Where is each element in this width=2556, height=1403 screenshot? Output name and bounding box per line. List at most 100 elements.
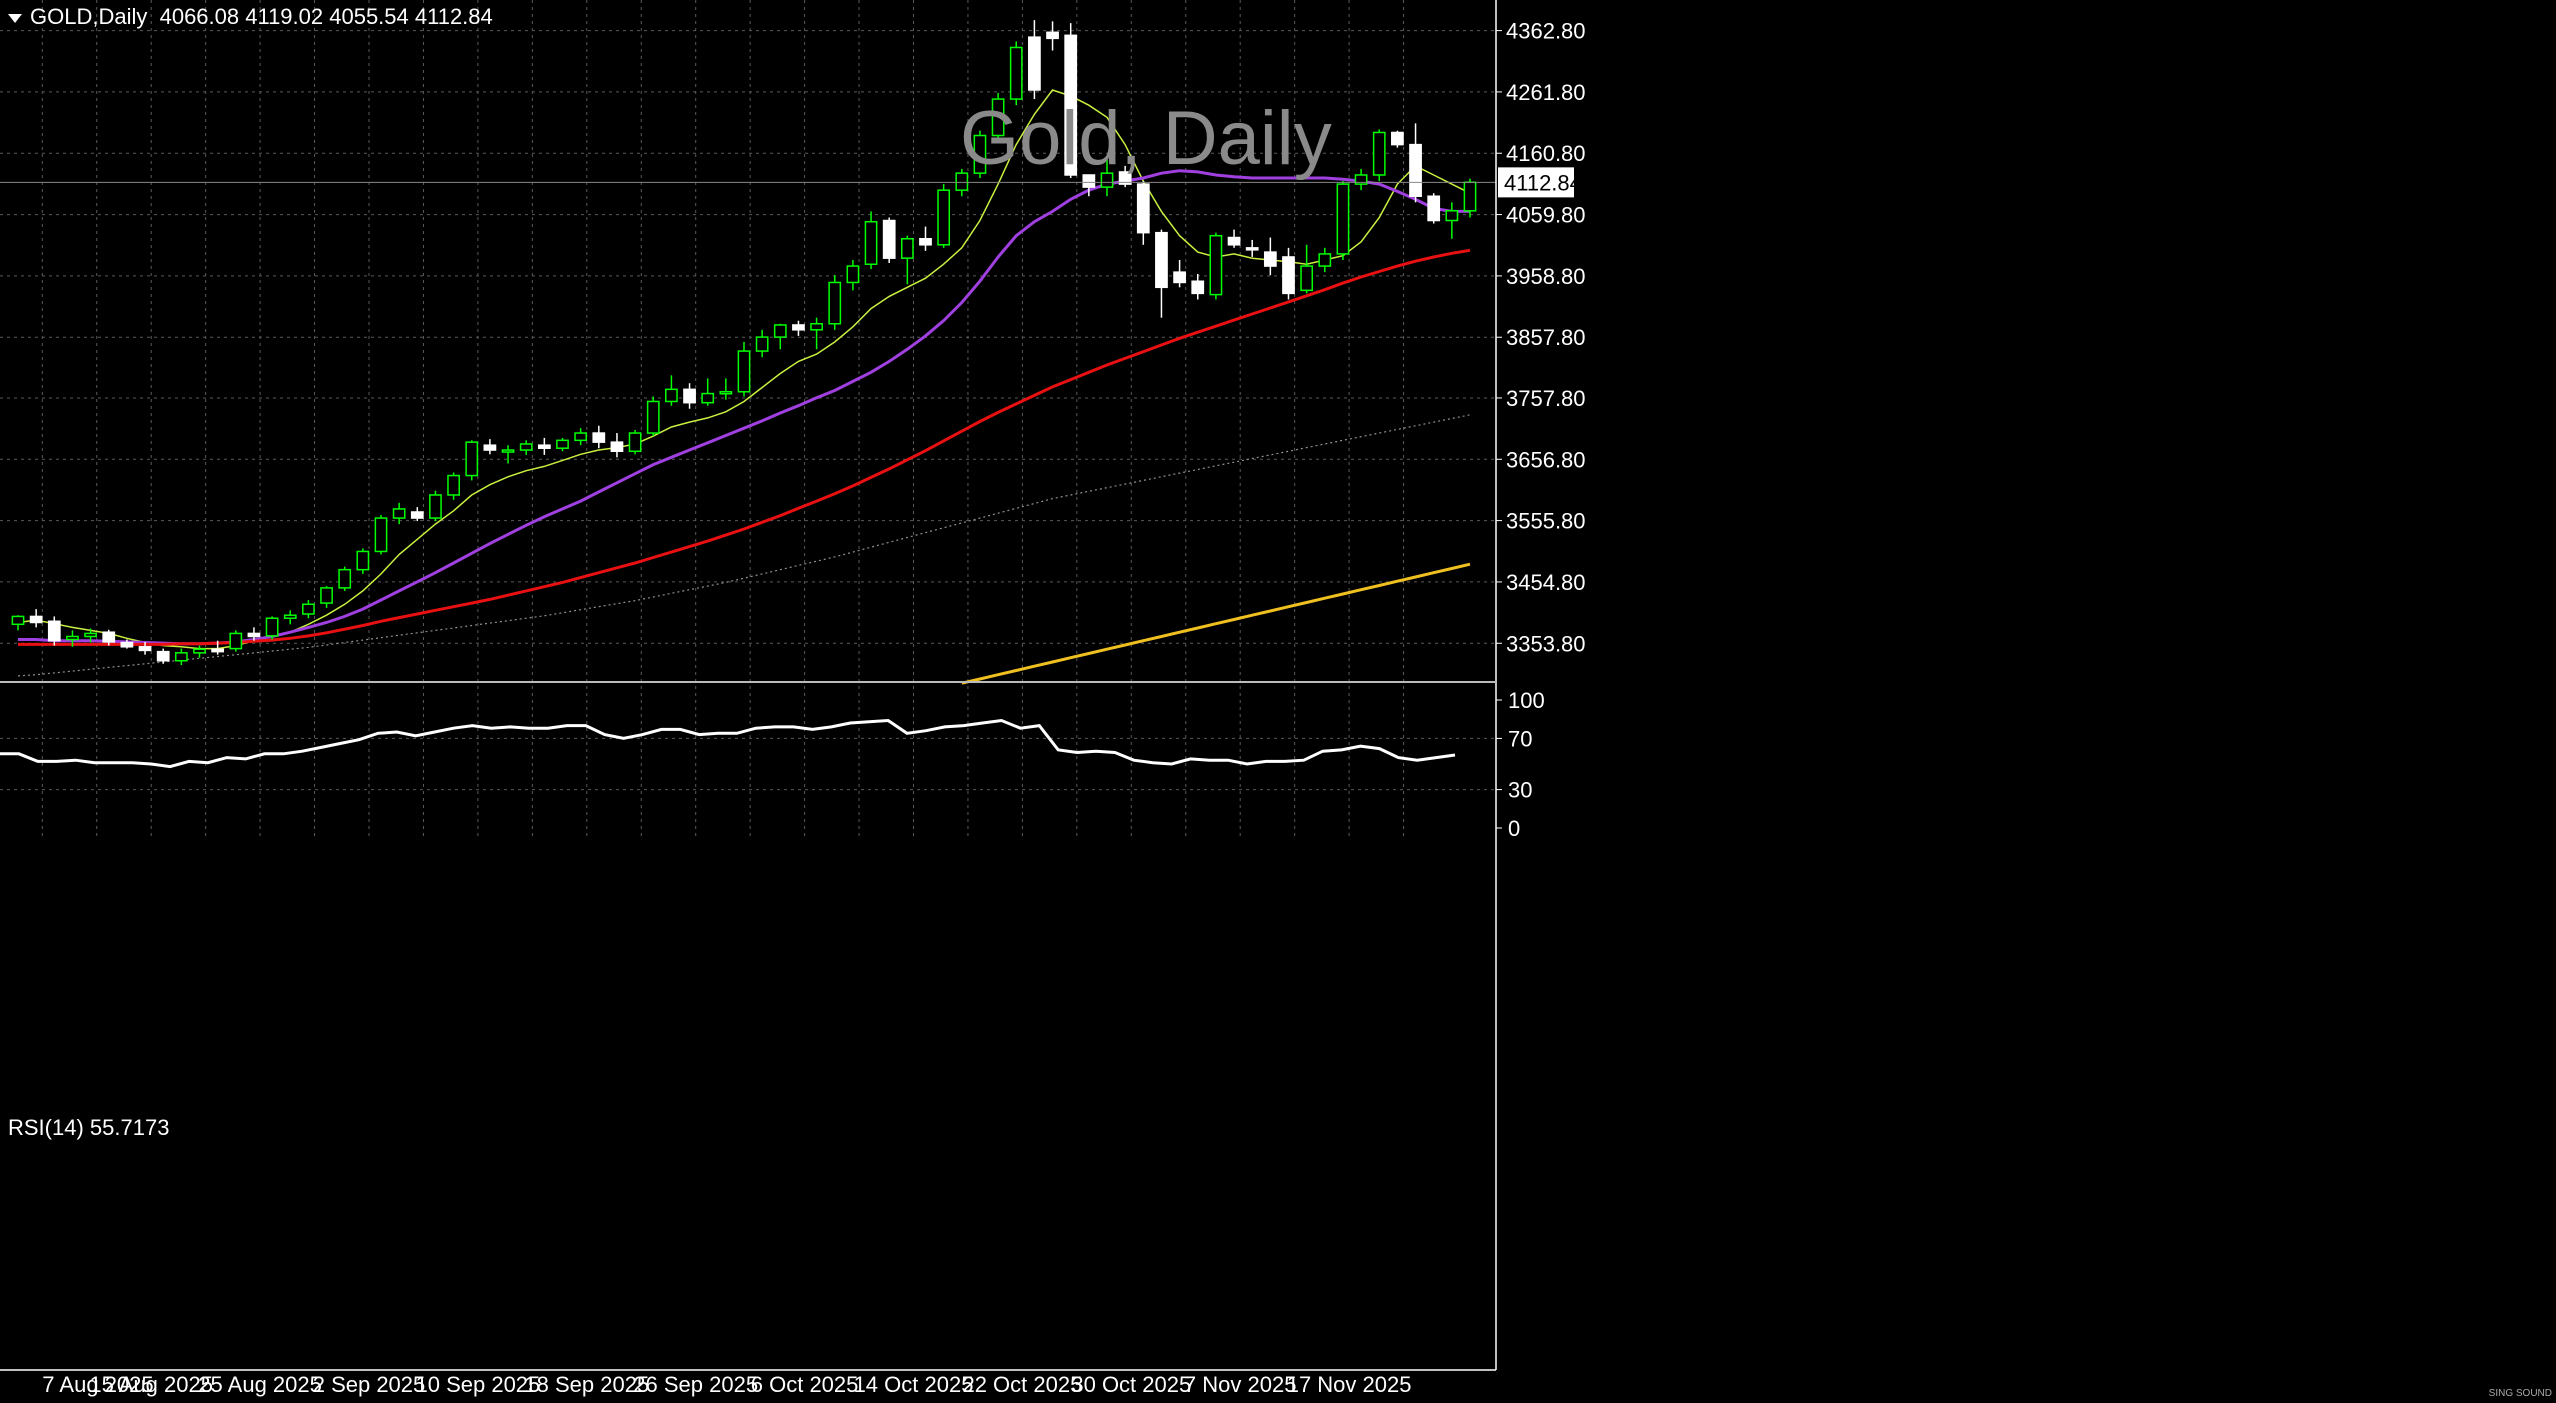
price-tick-label: 3757.80 bbox=[1506, 386, 1586, 411]
candle-body bbox=[29, 615, 43, 624]
candle-body bbox=[864, 220, 878, 265]
ma-line bbox=[18, 248, 1471, 646]
candle-body bbox=[991, 98, 1005, 137]
candle-body bbox=[574, 432, 588, 442]
candle-body bbox=[1118, 171, 1132, 185]
candle-body bbox=[447, 474, 460, 496]
moving-averages bbox=[17, 89, 1471, 685]
candle-body bbox=[519, 443, 533, 451]
candle-body bbox=[973, 134, 987, 174]
rsi-pane: 100 70 30 0 bbox=[0, 688, 1545, 841]
candle-body bbox=[1318, 253, 1332, 267]
candle-body bbox=[47, 620, 61, 642]
price-tick-label: 3353.80 bbox=[1506, 631, 1586, 656]
ma-line bbox=[18, 169, 1470, 646]
ma-line bbox=[961, 562, 1471, 685]
candle-body bbox=[1046, 31, 1059, 40]
rsi-tick-label: 30 bbox=[1508, 778, 1532, 803]
chart-header: GOLD,Daily 4066.08 4119.02 4055.54 4112.… bbox=[8, 4, 493, 30]
candle-body bbox=[1354, 174, 1368, 185]
candle-body bbox=[429, 494, 442, 519]
candle-body bbox=[900, 237, 914, 259]
candle-body bbox=[120, 641, 134, 648]
date-tick-label: 7 Nov 2025 bbox=[1184, 1372, 1297, 1397]
current-price-line: 4112.84 bbox=[0, 167, 1582, 198]
date-tick-label: 15 Aug 2025 bbox=[89, 1372, 213, 1397]
candle-body bbox=[1191, 280, 1205, 295]
price-tick-label: 4362.80 bbox=[1506, 19, 1586, 44]
candle-body bbox=[683, 388, 696, 404]
candle-body bbox=[1282, 256, 1295, 295]
price-tick-label: 3454.80 bbox=[1506, 570, 1586, 595]
candle-body bbox=[229, 632, 243, 650]
candle-body bbox=[701, 392, 715, 404]
price-tick-label: 3857.80 bbox=[1506, 325, 1586, 350]
candle-body bbox=[628, 432, 642, 453]
rsi-line bbox=[0, 718, 1456, 769]
candle-body bbox=[338, 568, 352, 589]
grid-lines bbox=[0, 0, 1496, 838]
candle-body bbox=[11, 615, 25, 626]
candle-body bbox=[102, 631, 116, 643]
candle-body bbox=[501, 449, 515, 453]
candle-body bbox=[1227, 236, 1241, 246]
axes: 4362.80 4261.80 4160.80 4059.80 3958.80 3857.… bbox=[0, 0, 1586, 1397]
candle-body bbox=[537, 444, 551, 449]
rsi-label: RSI(14) 55.7173 bbox=[8, 1115, 170, 1140]
current-price-label: 4112.84 bbox=[1504, 170, 1582, 195]
candle-body bbox=[410, 511, 424, 519]
price-tick-label: 3656.80 bbox=[1506, 447, 1586, 472]
rsi-tick-label: 0 bbox=[1508, 816, 1520, 841]
candle-body bbox=[320, 587, 333, 604]
candle-body bbox=[1372, 131, 1386, 176]
candle-body bbox=[138, 646, 152, 652]
candle-body bbox=[556, 439, 569, 449]
date-tick-label: 10 Sep 2025 bbox=[416, 1372, 541, 1397]
price-tick-label: 4160.80 bbox=[1506, 141, 1586, 166]
price-tick-label: 3958.80 bbox=[1506, 264, 1586, 289]
candle-body bbox=[193, 648, 206, 654]
candle-body bbox=[374, 517, 388, 553]
candle-body bbox=[174, 652, 188, 662]
candle-body bbox=[465, 441, 479, 477]
ma-line bbox=[17, 414, 1471, 677]
candle-body bbox=[156, 650, 170, 662]
current-price-box bbox=[1498, 167, 1574, 198]
candle-body bbox=[66, 635, 79, 641]
chart-watermark: Gold, Daily bbox=[960, 96, 1332, 181]
candle-body bbox=[1245, 247, 1259, 251]
candle-body bbox=[846, 265, 860, 284]
candle-body bbox=[955, 172, 969, 191]
brand-logo: SING SOUND bbox=[2488, 1388, 2552, 1399]
candle-body bbox=[84, 632, 97, 638]
candle-body bbox=[1155, 231, 1168, 289]
candle-body bbox=[828, 281, 842, 325]
candle-body bbox=[1263, 251, 1277, 267]
date-tick-label: 22 Oct 2025 bbox=[962, 1372, 1082, 1397]
candle-body bbox=[773, 324, 787, 338]
candle-body bbox=[211, 648, 225, 653]
candle-body bbox=[302, 603, 315, 615]
candle-body bbox=[737, 350, 751, 393]
candle-body bbox=[1445, 210, 1459, 222]
candle-body bbox=[1082, 174, 1096, 188]
date-tick-label: 30 Oct 2025 bbox=[1071, 1372, 1191, 1397]
candle-body bbox=[1064, 34, 1078, 176]
rsi-tick-label: 70 bbox=[1508, 726, 1532, 751]
price-tick-label: 3555.80 bbox=[1506, 509, 1586, 534]
candle-body bbox=[1136, 183, 1150, 234]
candle-body bbox=[1028, 36, 1041, 91]
candle-body bbox=[810, 322, 823, 331]
date-tick-label: 7 Aug 2025 bbox=[42, 1372, 153, 1397]
candle-body bbox=[1409, 143, 1422, 197]
candle-body bbox=[1209, 234, 1223, 296]
dropdown-triangle-icon[interactable] bbox=[8, 13, 22, 23]
candle-body bbox=[283, 614, 297, 619]
candle-body bbox=[792, 324, 805, 331]
date-tick-label: 25 Aug 2025 bbox=[198, 1372, 322, 1397]
candle-body bbox=[1463, 181, 1477, 212]
candle-body bbox=[719, 391, 733, 395]
candle-body bbox=[356, 550, 370, 571]
candle-body bbox=[755, 336, 769, 352]
